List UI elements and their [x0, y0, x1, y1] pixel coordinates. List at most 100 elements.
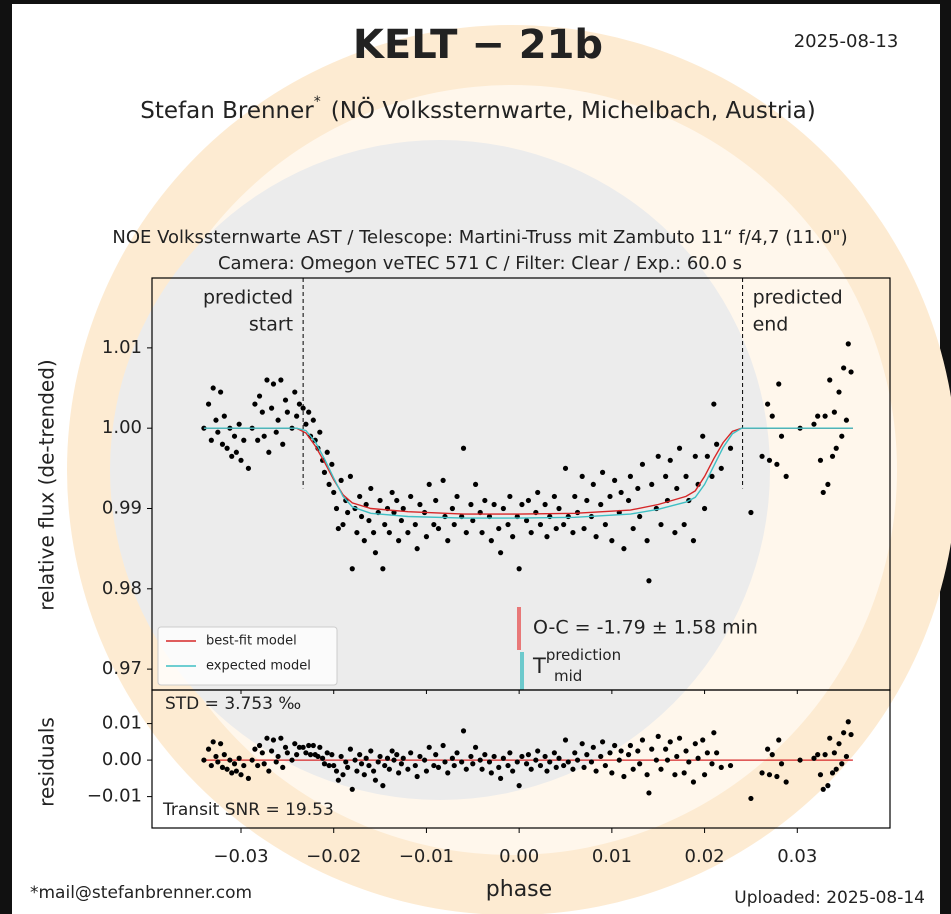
flux-point: [233, 449, 239, 455]
flux-point: [259, 409, 265, 415]
predicted-label: predicted: [203, 287, 293, 309]
residual-point: [282, 744, 289, 750]
residual-point: [825, 783, 831, 789]
flux-point: [769, 413, 775, 419]
residual-point: [463, 766, 469, 772]
residual-point: [398, 761, 404, 767]
flux-point: [482, 497, 488, 504]
residual-point: [315, 753, 321, 760]
flux-point: [326, 481, 332, 488]
residual-point: [255, 762, 261, 769]
predicted-label: end: [753, 314, 789, 336]
residual-point: [384, 755, 391, 761]
residual-point: [300, 744, 306, 750]
residual-point: [331, 762, 337, 769]
flux-point: [553, 525, 559, 532]
residual-point: [347, 746, 354, 752]
residual-point: [581, 764, 587, 770]
flux-point: [843, 417, 850, 423]
residual-point: [289, 757, 295, 763]
flux-point: [215, 429, 221, 435]
residual-point: [238, 772, 244, 778]
residual-point: [266, 768, 272, 774]
flux-point: [275, 417, 281, 423]
flux-point: [674, 485, 680, 492]
residual-point: [663, 746, 669, 752]
residual-point: [249, 757, 255, 763]
residual-point: [488, 770, 494, 776]
flux-point: [300, 405, 306, 411]
flux-point: [479, 529, 485, 536]
residual-point: [477, 757, 483, 763]
residual-frame: [151, 689, 891, 829]
residual-point: [231, 761, 238, 767]
residual-point: [646, 790, 652, 796]
flux-point: [607, 493, 613, 500]
residual-point: [627, 742, 634, 749]
residual-point: [357, 752, 363, 758]
flux-point: [817, 457, 824, 463]
residual-point: [252, 746, 258, 752]
flux-point: [210, 385, 216, 391]
flux-point: [602, 521, 608, 528]
residual-point: [391, 757, 397, 763]
flux-point: [491, 501, 497, 508]
residual-point: [695, 755, 701, 761]
flux-point: [537, 521, 544, 528]
residual-point: [590, 744, 596, 750]
flux-point: [829, 453, 836, 459]
flux-point: [839, 433, 845, 439]
residual-point: [213, 753, 219, 760]
residual-point: [454, 750, 460, 756]
residual-point: [366, 762, 372, 769]
y-tick-label: 0.98: [102, 578, 142, 599]
residual-point: [831, 750, 837, 756]
flux-point: [711, 401, 717, 407]
residual-point: [570, 766, 576, 772]
residual-point: [507, 750, 513, 756]
residual-point: [514, 759, 520, 765]
residual-point: [776, 737, 782, 743]
flux-points: [201, 341, 854, 584]
flux-point: [218, 389, 224, 395]
flux-point: [221, 413, 227, 419]
flux-point: [269, 405, 275, 411]
flux-point: [556, 505, 562, 512]
residual-point: [579, 741, 585, 747]
flux-point: [442, 513, 448, 520]
flux-point: [306, 409, 312, 415]
residual-point: [421, 757, 428, 763]
legend-box: [157, 626, 338, 686]
flux-point: [241, 437, 247, 443]
residual-point: [829, 770, 836, 776]
residual-point: [602, 762, 608, 769]
y-axis-label: relative flux (de-trended): [35, 359, 59, 610]
residual-point: [433, 752, 439, 758]
y-tick-label: 1.00: [102, 417, 142, 438]
flux-point: [525, 497, 532, 504]
residual-points: [201, 719, 854, 802]
flux-point: [500, 505, 506, 512]
flux-point: [417, 501, 423, 508]
residual-point: [296, 744, 303, 750]
residual-point: [405, 766, 411, 772]
flux-point: [463, 529, 469, 536]
flux-point: [811, 421, 817, 427]
flux-point: [331, 489, 337, 496]
flux-point: [380, 566, 386, 572]
residual-point: [363, 755, 369, 761]
x-tick-label: −0.03: [213, 846, 268, 867]
flux-point: [681, 521, 687, 528]
residual-point: [205, 746, 212, 752]
flux-point: [625, 497, 632, 504]
residual-point: [535, 748, 541, 754]
residual-point: [686, 759, 692, 765]
std-label: STD = 3.753 ‰: [165, 694, 301, 714]
residual-point: [245, 775, 252, 781]
flux-point: [370, 529, 377, 536]
x-tick-label: 0.02: [685, 846, 725, 867]
flux-point: [774, 461, 780, 467]
residual-point: [565, 759, 571, 765]
flux-point: [683, 473, 689, 479]
